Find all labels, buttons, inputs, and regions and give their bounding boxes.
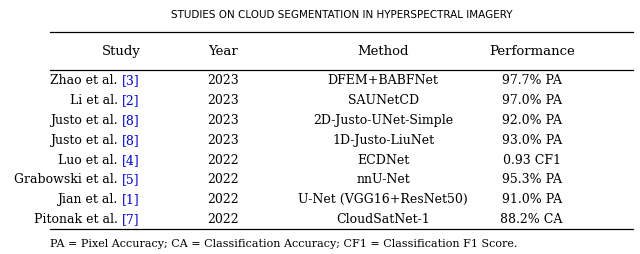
Text: [8]: [8]	[122, 133, 140, 146]
Text: 2022: 2022	[207, 173, 239, 186]
Text: CloudSatNet-1: CloudSatNet-1	[336, 212, 430, 225]
Text: Li et al.: Li et al.	[70, 94, 122, 107]
Text: Method: Method	[357, 45, 409, 58]
Text: 95.3% PA: 95.3% PA	[502, 173, 562, 186]
Text: nnU-Net: nnU-Net	[356, 173, 410, 186]
Text: SAUNetCD: SAUNetCD	[348, 94, 419, 107]
Text: U-Net (VGG16+ResNet50): U-Net (VGG16+ResNet50)	[298, 193, 468, 205]
Text: 2022: 2022	[207, 153, 239, 166]
Text: Jian et al.: Jian et al.	[58, 193, 122, 205]
Text: [3]: [3]	[122, 74, 140, 87]
Text: Pitonak et al.: Pitonak et al.	[34, 212, 122, 225]
Text: Justo et al.: Justo et al.	[50, 133, 122, 146]
Text: 2023: 2023	[207, 74, 239, 87]
Text: [7]: [7]	[122, 212, 140, 225]
Text: Performance: Performance	[489, 45, 575, 58]
Text: Year: Year	[208, 45, 237, 58]
Text: 2D-Justo-UNet-Simple: 2D-Justo-UNet-Simple	[313, 114, 453, 126]
Text: [5]: [5]	[122, 173, 140, 186]
Text: 0.93 CF1: 0.93 CF1	[502, 153, 561, 166]
Text: 1D-Justo-LiuNet: 1D-Justo-LiuNet	[332, 133, 434, 146]
Text: [1]: [1]	[122, 193, 140, 205]
Text: [4]: [4]	[122, 153, 140, 166]
Text: ECDNet: ECDNet	[357, 153, 410, 166]
Text: 2023: 2023	[207, 94, 239, 107]
Text: Luo et al.: Luo et al.	[58, 153, 122, 166]
Text: 97.0% PA: 97.0% PA	[502, 94, 562, 107]
Text: 2023: 2023	[207, 114, 239, 126]
Text: PA = Pixel Accuracy; CA = Classification Accuracy; CF1 = Classification F1 Score: PA = Pixel Accuracy; CA = Classification…	[51, 238, 518, 248]
Text: 92.0% PA: 92.0% PA	[502, 114, 562, 126]
Text: [2]: [2]	[122, 94, 140, 107]
Text: 2023: 2023	[207, 133, 239, 146]
Text: Justo et al.: Justo et al.	[50, 114, 122, 126]
Text: 91.0% PA: 91.0% PA	[502, 193, 562, 205]
Text: 2022: 2022	[207, 193, 239, 205]
Text: DFEM+BABFNet: DFEM+BABFNet	[328, 74, 438, 87]
Text: 2022: 2022	[207, 212, 239, 225]
Text: 97.7% PA: 97.7% PA	[502, 74, 562, 87]
Text: STUDIES ON CLOUD SEGMENTATION IN HYPERSPECTRAL IMAGERY: STUDIES ON CLOUD SEGMENTATION IN HYPERSP…	[171, 10, 513, 20]
Text: [8]: [8]	[122, 114, 140, 126]
Text: 88.2% CA: 88.2% CA	[500, 212, 563, 225]
Text: Study: Study	[102, 45, 141, 58]
Text: Grabowski et al.: Grabowski et al.	[14, 173, 122, 186]
Text: 93.0% PA: 93.0% PA	[502, 133, 562, 146]
Text: Zhao et al.: Zhao et al.	[51, 74, 122, 87]
